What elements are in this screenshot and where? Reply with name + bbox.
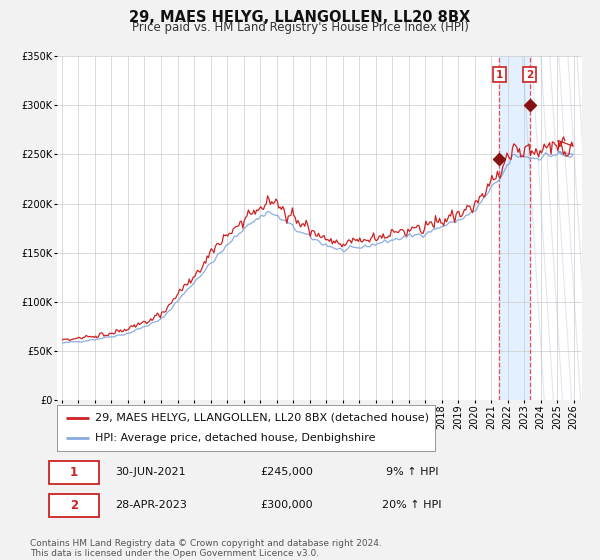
- Text: Contains HM Land Registry data © Crown copyright and database right 2024.: Contains HM Land Registry data © Crown c…: [30, 539, 382, 548]
- Text: 2: 2: [70, 498, 78, 512]
- Text: 29, MAES HELYG, LLANGOLLEN, LL20 8BX: 29, MAES HELYG, LLANGOLLEN, LL20 8BX: [130, 10, 470, 25]
- Text: 29, MAES HELYG, LLANGOLLEN, LL20 8BX (detached house): 29, MAES HELYG, LLANGOLLEN, LL20 8BX (de…: [95, 413, 429, 423]
- Text: 2: 2: [526, 70, 533, 80]
- Text: This data is licensed under the Open Government Licence v3.0.: This data is licensed under the Open Gov…: [30, 549, 319, 558]
- Text: 9% ↑ HPI: 9% ↑ HPI: [386, 467, 438, 477]
- Text: £300,000: £300,000: [260, 500, 313, 510]
- FancyBboxPatch shape: [49, 461, 99, 484]
- Text: Price paid vs. HM Land Registry's House Price Index (HPI): Price paid vs. HM Land Registry's House …: [131, 21, 469, 34]
- FancyBboxPatch shape: [49, 494, 99, 517]
- Text: 1: 1: [496, 70, 503, 80]
- Text: HPI: Average price, detached house, Denbighshire: HPI: Average price, detached house, Denb…: [95, 433, 376, 443]
- Text: 30-JUN-2021: 30-JUN-2021: [116, 467, 186, 477]
- Bar: [499, 56, 530, 400]
- Text: 20% ↑ HPI: 20% ↑ HPI: [382, 500, 442, 510]
- Text: 1: 1: [70, 465, 78, 479]
- Text: £245,000: £245,000: [260, 467, 313, 477]
- Text: 28-APR-2023: 28-APR-2023: [115, 500, 187, 510]
